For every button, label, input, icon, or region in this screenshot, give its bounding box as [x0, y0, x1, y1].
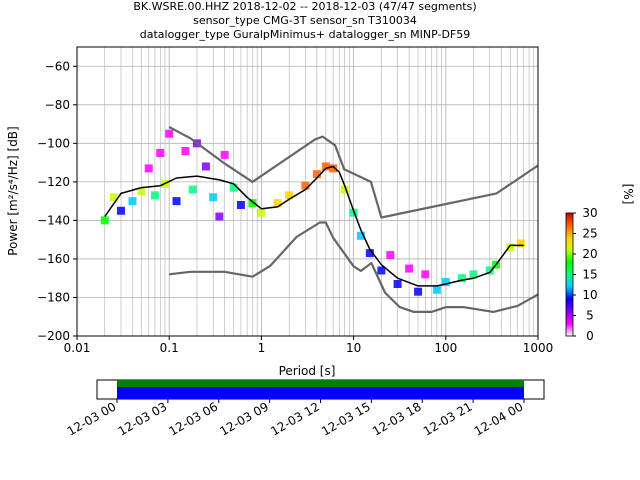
y-axis-label: Power [m²/s⁴/Hz] [dB] [6, 126, 20, 255]
pdf-bin [181, 147, 190, 156]
timeline-bar-top [117, 380, 524, 387]
x-axis-ticks: 0.01 0.1 1 10 100 1000 [64, 336, 554, 355]
pdf-bin [432, 285, 441, 294]
series-mode [104, 165, 524, 287]
pdf-bin [386, 251, 395, 260]
x-axis-label: Period [s] [279, 364, 336, 378]
timeline-tick-label: 12-03 18 [370, 399, 424, 438]
pdf-bin [137, 187, 146, 196]
pdf-bin [165, 129, 174, 138]
pdf-bin [301, 181, 310, 190]
pdf-bin [516, 239, 525, 248]
pdf-bin [229, 183, 238, 192]
colorbar-tick-label: 15 [582, 268, 597, 282]
series-noise-model-high [168, 126, 539, 219]
pdf-bin [128, 197, 137, 206]
colorbar-tick-label: 25 [582, 227, 597, 241]
pdf-bin [441, 278, 450, 287]
pdf-bin [312, 170, 321, 179]
x-tick-label: 0.01 [64, 341, 91, 355]
pdf-bin [172, 197, 181, 206]
y-axis-ticks: −60 −80 −100 −120 −140 −160 −180 −200 [37, 59, 77, 343]
pdf-bin [209, 193, 218, 202]
pdf-bin [485, 266, 494, 275]
pdf-bin [150, 191, 159, 200]
y-tick-label: −180 [37, 290, 70, 304]
pdf-bin [329, 164, 338, 173]
pdf-bin [100, 216, 109, 225]
pdf-bin [273, 199, 282, 208]
pdf-bin [414, 287, 423, 296]
pdf-bin [188, 185, 197, 194]
pdf-bin [393, 279, 402, 288]
pdf-bin [220, 150, 229, 159]
y-tick-label: −160 [37, 252, 70, 266]
colorbar-tick-label: 5 [586, 309, 594, 323]
x-tick-label: 10 [346, 341, 361, 355]
pdf-bin [321, 162, 330, 171]
x-tick-label: 0.1 [160, 341, 179, 355]
colorbar-tick-label: 10 [582, 288, 597, 302]
pdf-bin [421, 270, 430, 279]
colorbar-ticks: 0 5 10 15 20 25 30 [573, 206, 598, 343]
pdf-bin [356, 231, 365, 240]
pdf-bin [144, 164, 153, 173]
timeline-tick-label: 12-03 03 [116, 399, 170, 438]
timeline-tick-label: 12-03 06 [167, 399, 221, 438]
pdf-bin [116, 206, 125, 215]
pdf-bin [365, 249, 374, 258]
plot-frame [76, 46, 539, 337]
colorbar: 0 5 10 15 20 25 30 [%] [565, 184, 635, 343]
colorbar-tick-label: 0 [586, 329, 594, 343]
title-line-3: datalogger_type GuralpMinimus+ datalogge… [140, 28, 471, 41]
pdf-bin [215, 212, 224, 221]
x-tick-label: 1000 [523, 341, 554, 355]
x-tick-label: 1 [258, 341, 266, 355]
plot-area: 0.01 0.1 1 10 100 1000 −60 −80 −100 −120 −140 −160… [37, 46, 554, 355]
pdf-bin [506, 243, 515, 252]
timeline-tick-label: 12-03 00 [65, 399, 119, 438]
timeline-tick-label: 12-03 12 [268, 399, 322, 438]
timeline-tick-label: 12-04 00 [472, 399, 526, 438]
y-tick-label: −140 [37, 213, 70, 227]
timeline-bar-bottom [117, 387, 524, 399]
pdf-density [100, 129, 525, 296]
x-tick-label: 100 [434, 341, 457, 355]
title-line-1: BK.WSRE.00.HHZ 2018-12-02 -- 2018-12-03 … [133, 0, 476, 13]
y-tick-label: −200 [37, 329, 70, 343]
colorbar-tick-label: 30 [582, 206, 597, 220]
timeline-tick-label: 12-03 21 [421, 399, 475, 438]
pdf-bin [156, 148, 165, 157]
colorbar-label: [%] [621, 184, 635, 205]
y-tick-label: −60 [45, 59, 70, 73]
pdf-bin [257, 208, 266, 217]
grid [76, 47, 538, 337]
title: BK.WSRE.00.HHZ 2018-12-02 -- 2018-12-03 … [133, 0, 476, 41]
pdf-bin [458, 274, 467, 283]
pdf-bin [109, 193, 118, 202]
colorbar-tick-label: 20 [582, 247, 597, 261]
timeline-tick-label: 12-03 09 [217, 399, 271, 438]
pdf-bin [285, 191, 294, 200]
pdf-bin [340, 185, 349, 194]
series-noise-model-low [169, 221, 539, 313]
pdf-bin [405, 264, 414, 273]
pdf-bin [248, 199, 257, 208]
title-line-2: sensor_type CMG-3T sensor_sn T310034 [193, 14, 417, 27]
pdf-bin [201, 162, 210, 171]
y-tick-label: −80 [45, 98, 70, 112]
series-lines [104, 126, 539, 313]
y-tick-label: −100 [37, 136, 70, 150]
y-tick-label: −120 [37, 175, 70, 189]
timeline-tick-label: 12-03 15 [319, 399, 373, 438]
pdf-bin [469, 270, 478, 279]
pdf-bin [377, 266, 386, 275]
pdf-bin [236, 200, 245, 209]
colorbar-gradient [565, 212, 574, 337]
